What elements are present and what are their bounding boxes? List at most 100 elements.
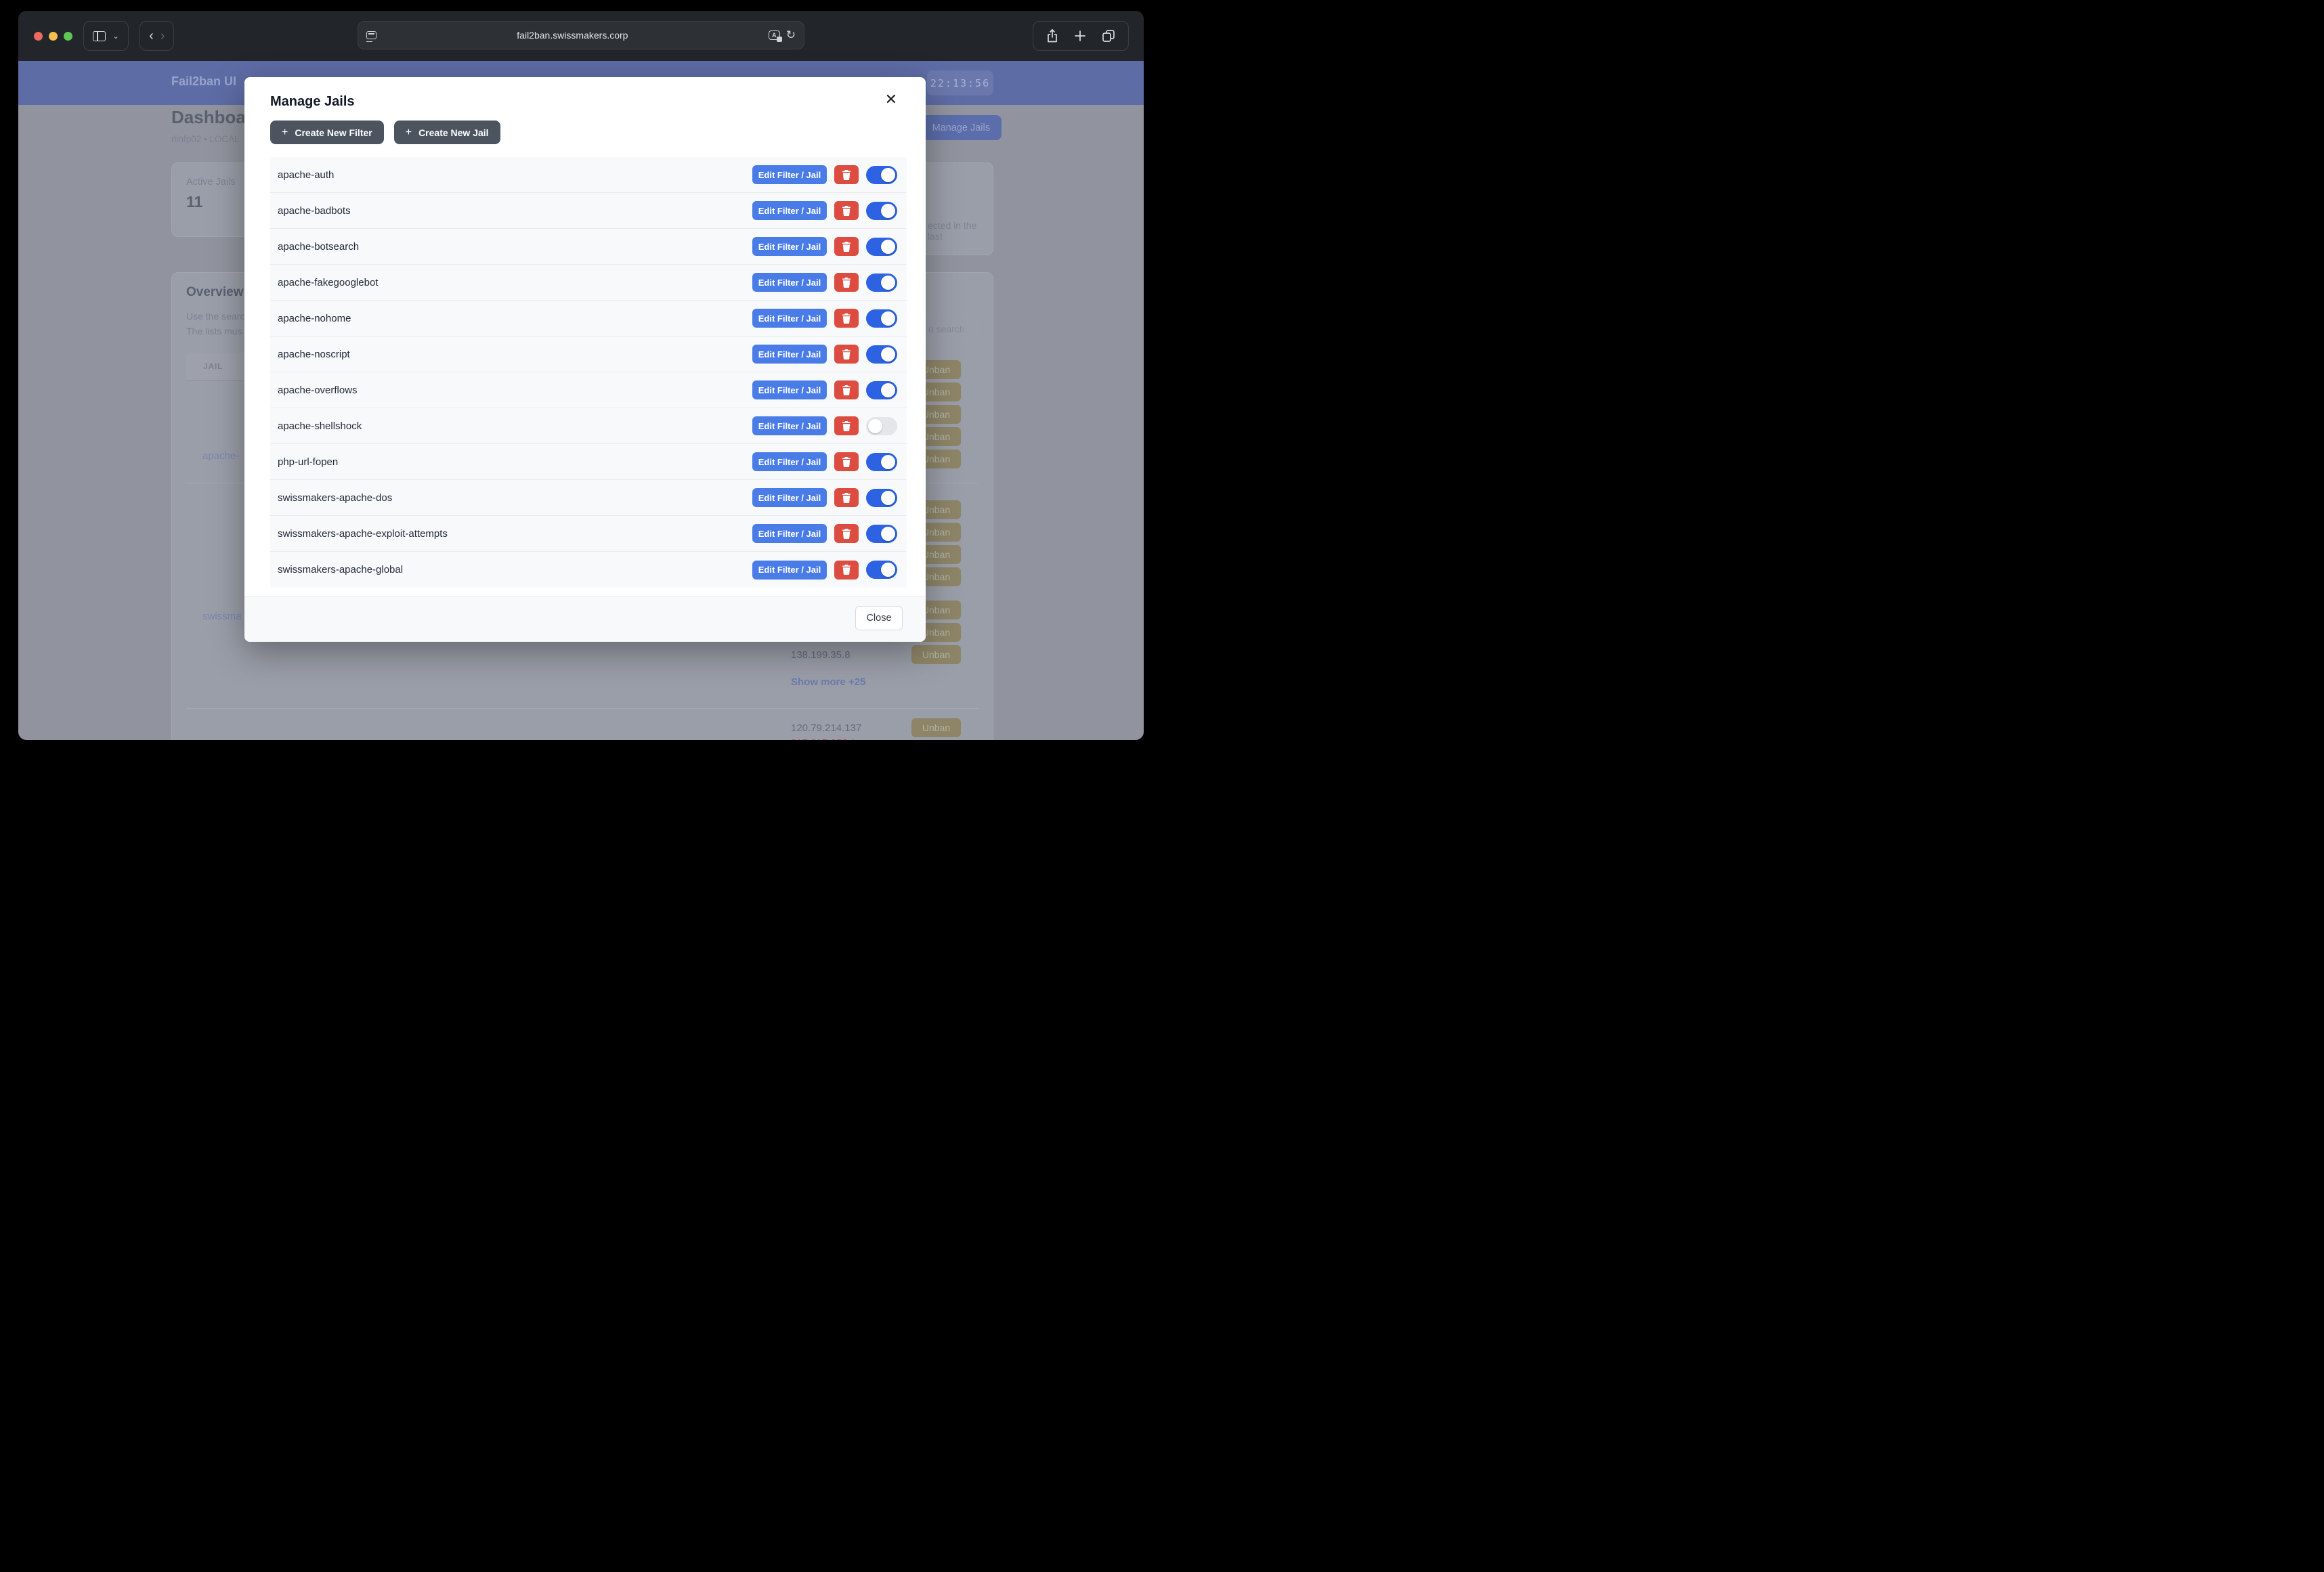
translate-icon[interactable]: A	[768, 30, 782, 42]
jail-name: apache-badbots	[278, 204, 351, 217]
zoom-window-button[interactable]	[64, 31, 72, 41]
jail-name: apache-overflows	[278, 384, 358, 396]
jail-enabled-toggle[interactable]	[866, 561, 897, 579]
jail-link-apache[interactable]: apache-	[202, 450, 240, 462]
jail-name: apache-fakegooglebot	[278, 276, 379, 288]
jail-name: swissmakers-apache-exploit-attempts	[278, 527, 448, 540]
edit-filter-jail-button[interactable]: Edit Filter / Jail	[752, 237, 827, 256]
manage-jails-button[interactable]: Manage Jails	[920, 115, 1002, 140]
minimize-window-button[interactable]	[49, 31, 58, 41]
new-tab-icon[interactable]	[1074, 30, 1086, 42]
jail-enabled-toggle[interactable]	[866, 201, 897, 220]
jail-row: apache-nohome Edit Filter / Jail	[270, 301, 907, 336]
browser-toolbar: ⌄ ‹ › fail2ban.swissmakers.corp A ↻	[18, 11, 1144, 61]
delete-jail-button[interactable]	[834, 273, 859, 292]
browser-window: ⌄ ‹ › fail2ban.swissmakers.corp A ↻	[18, 11, 1144, 740]
edit-filter-jail-button[interactable]: Edit Filter / Jail	[752, 524, 827, 543]
reload-icon[interactable]: ↻	[786, 28, 796, 41]
close-icon[interactable]: ✕	[884, 91, 897, 108]
plus-icon: +	[405, 126, 412, 138]
jail-name: php-url-fopen	[278, 456, 339, 468]
edit-filter-jail-button[interactable]: Edit Filter / Jail	[752, 165, 827, 184]
toolbar-actions-group	[1033, 21, 1129, 51]
jail-enabled-toggle[interactable]	[866, 416, 897, 435]
jail-name: apache-noscript	[278, 348, 350, 360]
trash-icon	[842, 492, 851, 503]
url-text[interactable]: fail2ban.swissmakers.corp	[517, 30, 628, 41]
overview-description-line2: The lists mus	[186, 326, 242, 336]
banned-ip: 120.79.214.137	[791, 722, 862, 734]
delete-jail-button[interactable]	[834, 165, 859, 184]
jail-enabled-toggle[interactable]	[866, 237, 897, 256]
traffic-lights	[34, 31, 72, 41]
edit-filter-jail-button[interactable]: Edit Filter / Jail	[752, 380, 827, 399]
active-jails-value: 11	[186, 193, 203, 211]
edit-filter-jail-button[interactable]: Edit Filter / Jail	[752, 309, 827, 328]
unban-button[interactable]: Unban	[911, 718, 961, 737]
jail-row: swissmakers-apache-exploit-attempts Edit…	[270, 516, 907, 552]
delete-jail-button[interactable]	[834, 524, 859, 543]
edit-filter-jail-button[interactable]: Edit Filter / Jail	[752, 488, 827, 507]
jail-row: apache-overflows Edit Filter / Jail	[270, 372, 907, 408]
jail-column-header: JAIL	[203, 362, 223, 371]
page-settings-icon[interactable]	[366, 31, 376, 42]
jail-enabled-toggle[interactable]	[866, 380, 897, 399]
jail-name: apache-shellshock	[278, 420, 362, 432]
jail-enabled-toggle[interactable]	[866, 452, 897, 471]
trash-icon	[842, 169, 851, 180]
jail-name: swissmakers-apache-dos	[278, 492, 393, 504]
trash-icon	[842, 241, 851, 252]
unban-button[interactable]: Unban	[911, 645, 961, 664]
delete-jail-button[interactable]	[834, 452, 859, 471]
modal-title: Manage Jails	[270, 94, 355, 109]
delete-jail-button[interactable]	[834, 237, 859, 256]
sidebar-toggle-group[interactable]: ⌄	[83, 21, 129, 51]
delete-jail-button[interactable]	[834, 345, 859, 364]
delete-jail-button[interactable]	[834, 488, 859, 507]
jail-row: apache-badbots Edit Filter / Jail	[270, 193, 907, 229]
forward-button[interactable]: ›	[160, 28, 165, 43]
back-button[interactable]: ‹	[149, 28, 154, 43]
share-icon[interactable]	[1046, 28, 1059, 43]
jail-enabled-toggle[interactable]	[866, 345, 897, 364]
edit-filter-jail-button[interactable]: Edit Filter / Jail	[752, 416, 827, 435]
delete-jail-button[interactable]	[834, 560, 859, 580]
jail-row: apache-botsearch Edit Filter / Jail	[270, 229, 907, 265]
edit-filter-jail-button[interactable]: Edit Filter / Jail	[752, 345, 827, 364]
overview-description-line1: Use the searc	[186, 311, 245, 322]
jail-enabled-toggle[interactable]	[866, 309, 897, 328]
delete-jail-button[interactable]	[834, 309, 859, 328]
address-bar[interactable]: fail2ban.swissmakers.corp A ↻	[358, 21, 804, 49]
jail-name: apache-nohome	[278, 312, 351, 324]
show-more-link[interactable]: Show more +25	[791, 676, 866, 688]
trash-icon	[842, 205, 851, 216]
banned-ip: 138.199.35.8	[791, 649, 851, 661]
app-brand: Fail2ban UI	[171, 74, 237, 88]
edit-filter-jail-button[interactable]: Edit Filter / Jail	[752, 273, 827, 292]
plus-icon: +	[282, 126, 288, 138]
jail-enabled-toggle[interactable]	[866, 273, 897, 292]
overview-title: Overview a	[186, 285, 255, 299]
jail-enabled-toggle[interactable]	[866, 524, 897, 543]
edit-filter-jail-button[interactable]: Edit Filter / Jail	[752, 560, 827, 580]
manage-jails-modal: Manage Jails ✕ + Create New Filter + Cre…	[244, 77, 926, 642]
jail-row: apache-auth Edit Filter / Jail	[270, 157, 907, 193]
close-button[interactable]: Close	[855, 606, 903, 630]
jail-list: apache-auth Edit Filter / Jail apache-ba…	[270, 157, 907, 588]
jail-enabled-toggle[interactable]	[866, 165, 897, 184]
edit-filter-jail-button[interactable]: Edit Filter / Jail	[752, 201, 827, 220]
jail-enabled-toggle[interactable]	[866, 488, 897, 507]
clock-badge: 22:13:56	[927, 70, 993, 95]
delete-jail-button[interactable]	[834, 380, 859, 399]
create-new-filter-button[interactable]: + Create New Filter	[270, 121, 384, 144]
modal-footer: Close	[244, 596, 926, 642]
search-placeholder: o search	[928, 324, 965, 334]
create-new-jail-button[interactable]: + Create New Jail	[393, 121, 500, 144]
delete-jail-button[interactable]	[834, 416, 859, 435]
edit-filter-jail-button[interactable]: Edit Filter / Jail	[752, 452, 827, 471]
close-window-button[interactable]	[34, 31, 43, 41]
jail-name: apache-botsearch	[278, 240, 360, 253]
tab-overview-icon[interactable]	[1101, 28, 1116, 43]
jail-link-swissmakers[interactable]: swissma	[202, 611, 242, 622]
delete-jail-button[interactable]	[834, 201, 859, 220]
